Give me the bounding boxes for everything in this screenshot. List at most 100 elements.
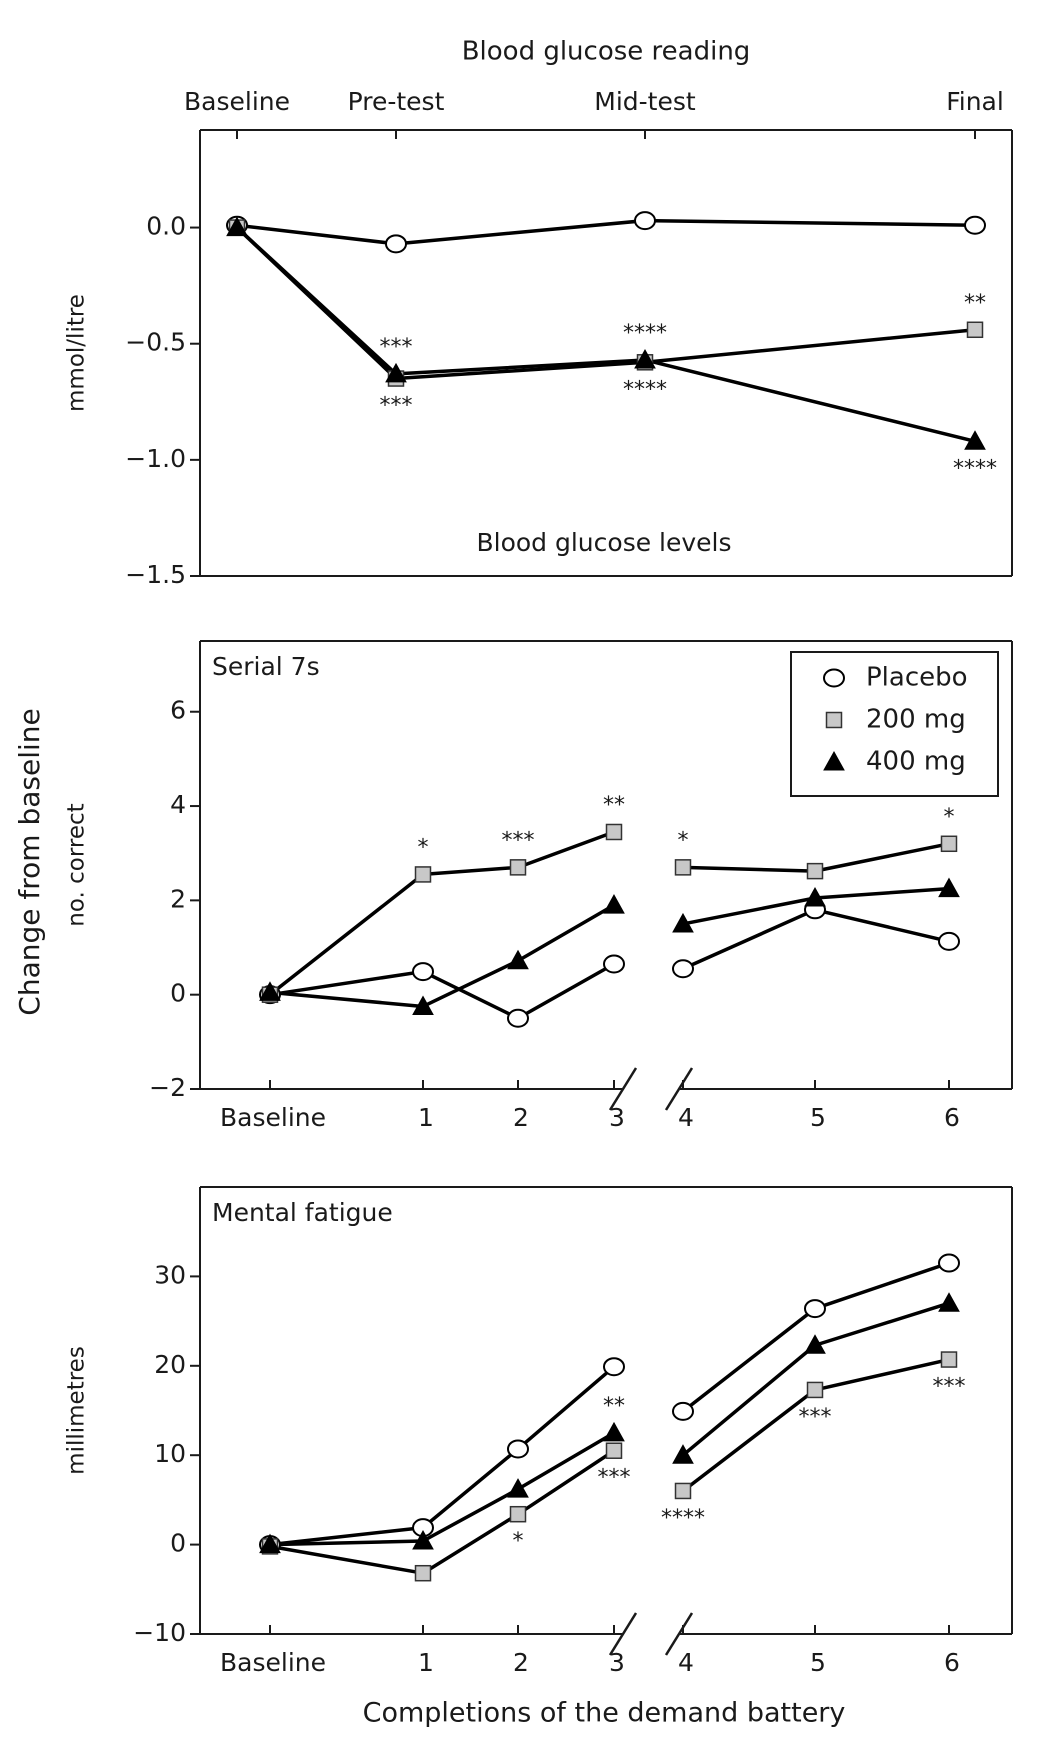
data-point [509, 859, 527, 876]
significance-label: ** [603, 793, 625, 818]
data-point [674, 1482, 692, 1500]
chart-title: Mental fatigue [212, 1198, 393, 1227]
data-point [385, 362, 407, 383]
y-tick-label: 4 [170, 790, 186, 819]
y-tick-label: −1.0 [125, 444, 186, 473]
chart-title: Serial 7s [212, 652, 320, 681]
data-point [412, 1529, 434, 1550]
x-tick-label: Pre-test [348, 87, 445, 116]
legend-label: 200 mg [866, 705, 966, 735]
data-point [605, 823, 623, 841]
data-point [804, 886, 826, 907]
significance-label: **** [623, 321, 667, 346]
significance-label: **** [953, 456, 997, 481]
series-line [235, 226, 976, 443]
x-tick-label: 4 [678, 1648, 694, 1677]
y-tick-label: −2 [149, 1073, 186, 1102]
y-tick-label: 6 [170, 696, 186, 725]
x-tick-label: 1 [418, 1103, 434, 1132]
significance-label: * [513, 1529, 524, 1554]
y-tick-label: −0.5 [125, 328, 186, 357]
data-point [226, 216, 248, 237]
x-tick-label: Baseline [220, 1648, 326, 1677]
y-axis-label: millimetres [64, 1346, 90, 1475]
data-point [672, 959, 694, 979]
x-tick-label: 3 [609, 1648, 625, 1677]
data-point [938, 931, 960, 951]
significance-label: *** [799, 1405, 832, 1430]
axis-break [608, 1067, 638, 1111]
data-point [966, 321, 984, 339]
y-tick-label: 20 [154, 1350, 186, 1379]
significance-label: ** [603, 1394, 625, 1419]
data-point [259, 981, 281, 1001]
significance-label: *** [380, 394, 413, 419]
data-point [603, 1357, 625, 1377]
legend-label: Placebo [866, 663, 968, 693]
y-tick-label: 0 [170, 1529, 186, 1558]
significance-label: *** [933, 1375, 966, 1400]
x-tick-label: 6 [944, 1103, 960, 1132]
shared-y-label: Change from baseline [13, 708, 46, 1015]
data-point [412, 995, 434, 1015]
data-point [507, 1439, 529, 1459]
data-point [964, 430, 986, 450]
x-tick-label: 5 [810, 1103, 826, 1132]
y-axis-label: no. correct [64, 803, 90, 926]
x-tick-label: Mid-test [594, 87, 696, 116]
x-tick-label: 5 [810, 1648, 826, 1677]
x-tick-label: Final [946, 87, 1004, 116]
series-line [235, 226, 976, 381]
x-tick-label: Baseline [184, 87, 290, 116]
x-tick-label: Baseline [220, 1103, 326, 1132]
y-tick-label: −1.5 [125, 560, 186, 589]
data-point [603, 894, 625, 914]
y-tick-label: 10 [154, 1439, 186, 1468]
data-point [806, 1381, 824, 1399]
data-point [938, 877, 960, 898]
x-tick-label: 2 [513, 1103, 529, 1132]
data-point [412, 962, 434, 982]
y-tick-label: 2 [170, 884, 186, 913]
axis-break [608, 1612, 638, 1656]
significance-label: *** [502, 828, 535, 853]
data-point [804, 1334, 826, 1354]
y-axis-label: mmol/litre [64, 294, 90, 412]
data-point [507, 1478, 529, 1498]
data-point [938, 1253, 960, 1273]
data-point [938, 1292, 960, 1312]
x-tick-label: 6 [944, 1648, 960, 1677]
data-point [672, 1401, 694, 1421]
data-point [509, 1505, 527, 1523]
data-point [605, 1442, 623, 1459]
series-line [269, 1301, 950, 1547]
chart-title: Blood glucose levels [476, 528, 731, 557]
significance-label: * [418, 835, 429, 860]
significance-label: * [944, 805, 955, 830]
data-point [806, 862, 824, 880]
y-tick-label: 0 [170, 979, 186, 1008]
significance-label: **** [623, 377, 667, 402]
x-tick-label: 3 [609, 1103, 625, 1132]
significance-label: * [678, 828, 689, 853]
legend-marker [825, 711, 843, 729]
x-tick-label: 1 [418, 1648, 434, 1677]
significance-label: *** [598, 1466, 631, 1491]
data-point [385, 234, 407, 254]
x-axis-title: Blood glucose reading [462, 37, 751, 67]
data-point [940, 835, 958, 853]
data-point [964, 215, 986, 235]
data-point [414, 1564, 432, 1582]
axis-break [664, 1067, 694, 1111]
significance-label: *** [380, 335, 413, 360]
data-point [414, 866, 432, 883]
data-point [634, 348, 656, 369]
data-point [507, 949, 529, 970]
data-point [603, 954, 625, 974]
y-tick-label: 0.0 [146, 212, 186, 241]
data-point [804, 1299, 826, 1319]
y-tick-label: 30 [154, 1260, 186, 1289]
series-line [236, 218, 976, 246]
x-tick-label: 4 [678, 1103, 694, 1132]
